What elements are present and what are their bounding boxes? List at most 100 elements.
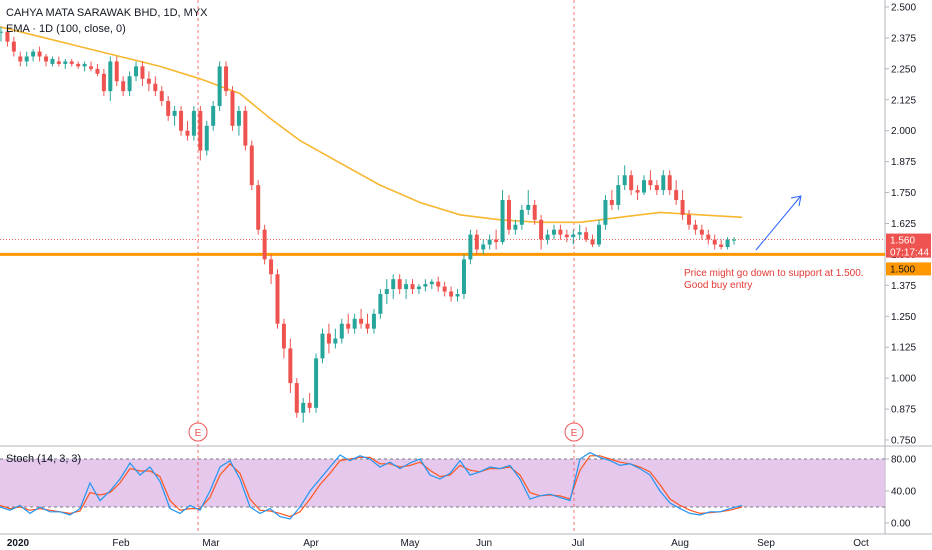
price-axis[interactable]: 2.500 2.375 2.250 2.125 2.000 1.875 1.750 1.625…	[885, 3, 916, 447]
ema-line	[0, 26, 743, 224]
candle	[423, 279, 428, 292]
bar-countdown: 07:17:44	[890, 248, 929, 259]
candle	[661, 170, 666, 196]
earnings-marker-label: E	[571, 428, 578, 439]
candle	[108, 56, 113, 102]
candle	[5, 26, 10, 47]
candle	[468, 229, 473, 265]
candle	[487, 234, 492, 250]
candle	[577, 224, 582, 240]
candle	[269, 254, 274, 285]
ema-legend[interactable]: EMA · 1D (100, close, 0)	[6, 23, 126, 35]
candle	[37, 46, 42, 62]
candle	[584, 227, 589, 243]
candle	[140, 61, 145, 87]
stoch-legend[interactable]: Stoch (14, 3, 3)	[6, 453, 82, 465]
candle	[545, 229, 550, 245]
arrow-up-icon[interactable]	[755, 195, 802, 251]
candle	[429, 279, 434, 290]
symbol-title[interactable]: CAHYA MATA SARAWAK BHD, 1D, MYX	[6, 7, 208, 19]
candle	[667, 170, 672, 196]
candle	[706, 229, 711, 245]
candle	[622, 165, 627, 191]
candle	[551, 224, 556, 240]
price-tick-label: 2.125	[891, 95, 916, 106]
time-tick-label: Jun	[476, 538, 492, 549]
candle	[449, 286, 454, 302]
candle	[699, 224, 704, 240]
candle	[500, 190, 505, 245]
price-tick-label: 0.750	[891, 436, 916, 447]
candle	[461, 254, 466, 299]
candle	[44, 54, 49, 67]
price-tick-label: 1.375	[891, 281, 916, 292]
price-tick-label: 1.000	[891, 374, 916, 385]
candle	[159, 86, 164, 106]
candle	[680, 190, 685, 220]
earnings-marker-2[interactable]: E	[564, 422, 584, 442]
price-tick-label: 0.875	[891, 405, 916, 416]
candle	[18, 51, 23, 67]
candle	[153, 76, 158, 97]
candle	[494, 229, 499, 250]
candle	[82, 61, 87, 72]
candle	[590, 234, 595, 248]
candle	[191, 105, 196, 141]
stoch-k-line	[0, 451, 743, 520]
candle	[725, 237, 730, 250]
candle	[455, 289, 460, 302]
candle	[288, 338, 293, 393]
support-price-value: 1.500	[890, 264, 915, 275]
candle	[307, 392, 312, 413]
stoch-axis[interactable]: 80.00 40.00 0.00	[885, 455, 916, 530]
candle	[564, 229, 569, 243]
candle	[134, 61, 139, 82]
candle	[24, 51, 29, 67]
stoch-tick-label: 40.00	[891, 487, 916, 498]
candle	[63, 58, 68, 69]
candle	[121, 76, 126, 97]
candle	[198, 105, 203, 161]
candle	[474, 229, 479, 255]
time-axis[interactable]: 2020 Feb Mar Apr May Jun Jul Aug Sep Oct	[7, 538, 869, 549]
candle	[635, 185, 640, 200]
time-tick-label: 2020	[7, 538, 30, 549]
last-price-value: 1.560	[890, 236, 915, 247]
stoch-tick-label: 0.00	[891, 519, 911, 530]
candle	[609, 190, 614, 210]
candle	[50, 56, 55, 67]
candle	[416, 284, 421, 295]
candle	[114, 56, 119, 87]
candle	[101, 68, 106, 97]
candle	[0, 26, 3, 42]
candle	[352, 313, 357, 334]
candle	[249, 140, 254, 191]
candle	[712, 234, 717, 250]
candle	[146, 71, 151, 92]
earnings-marker-1[interactable]: E	[188, 422, 208, 442]
time-tick-label: Mar	[202, 538, 220, 549]
time-tick-label: Aug	[671, 538, 689, 549]
candle	[339, 318, 344, 344]
price-tick-label: 1.875	[891, 157, 916, 168]
candle	[642, 175, 646, 196]
stoch-tick-label: 80.00	[891, 455, 916, 466]
candle	[404, 279, 409, 299]
candle	[346, 313, 351, 334]
candle	[230, 86, 235, 131]
candle	[532, 199, 537, 225]
candle	[719, 239, 724, 250]
annotation-line-2: Good buy entry	[684, 280, 753, 291]
candle	[410, 279, 415, 295]
time-tick-label: Feb	[112, 538, 130, 549]
candle	[481, 239, 486, 255]
candle	[603, 195, 608, 230]
candle	[127, 71, 132, 97]
annotation-note[interactable]: Price might go down to support at 1.500.…	[684, 268, 864, 292]
candle	[384, 279, 389, 304]
annotation-line-1: Price might go down to support at 1.500.	[684, 268, 864, 279]
time-tick-label: May	[401, 538, 420, 549]
candle	[539, 214, 544, 250]
price-tick-label: 2.500	[891, 3, 916, 14]
